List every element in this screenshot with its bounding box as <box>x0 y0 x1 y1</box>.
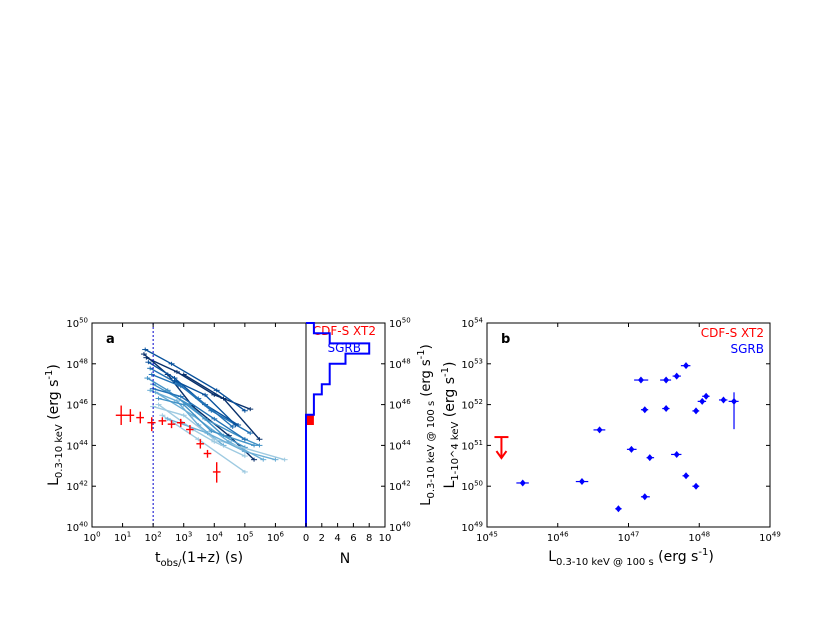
hist-y-tick-label: 1040 <box>389 521 411 535</box>
cdfs-upper-limit-arrow <box>495 450 508 460</box>
hist-x-tick-label: 10 <box>379 533 392 544</box>
panel-a-label: a <box>106 332 115 347</box>
x-tick-label: 1048 <box>688 531 710 545</box>
hist-y-tick-label: 1048 <box>389 357 411 371</box>
sgrb-point <box>703 392 710 400</box>
y-tick-label: 1044 <box>66 439 88 453</box>
y-tick-label: 1052 <box>461 398 483 412</box>
sgrb-point <box>683 362 690 370</box>
sgrb-point <box>683 472 690 480</box>
y-tick-label: 1040 <box>66 521 88 535</box>
panel-a: 100 101 102 103 104 105 106 1040 1042 1044 1046 104… <box>44 317 376 570</box>
y-tick-label: 1050 <box>461 480 483 494</box>
panel-b-frame <box>486 322 771 528</box>
sgrb-point <box>615 505 622 513</box>
sgrb-point <box>641 493 648 501</box>
panel-b-ylabel: L1-10^4 keV​ (erg s-1​) <box>440 362 461 489</box>
sgrb-point <box>641 406 648 414</box>
sgrb-point <box>663 405 670 413</box>
y-tick-label: 1049 <box>461 521 483 535</box>
panel-b: 1045 1046 1047 1048 1049 1049 1050 1051 1052 1053… <box>440 317 781 569</box>
x-tick-label: 104 <box>206 531 224 545</box>
x-tick-label: 1047 <box>618 531 640 545</box>
panel-b-legend-cdfs: CDF-S XT2 <box>701 326 764 340</box>
y-tick-label: 1046 <box>66 398 88 412</box>
sgrb-point <box>673 372 680 380</box>
sgrb-point <box>731 397 738 405</box>
sgrb-point <box>720 396 727 404</box>
sgrb-lightcurve <box>152 388 246 440</box>
sgrb-lightcurve <box>148 361 239 426</box>
sgrb-lightcurve <box>158 397 255 447</box>
sgrb-lightcurve <box>151 373 234 428</box>
hist-x-tick-label: 0 <box>303 533 309 544</box>
x-tick-label: 1045 <box>476 531 498 545</box>
sgrb-point <box>699 397 706 405</box>
histogram-ylabel: L0.3-10 keV @ 100 s​ (erg s-1​) <box>416 344 437 505</box>
sgrb-lightcurve <box>149 367 251 434</box>
x-tick-label: 105 <box>236 531 253 545</box>
hist-y-tick-label: 1044 <box>389 439 411 453</box>
hist-x-tick-label: 2 <box>319 533 325 544</box>
hist-y-tick-label: 1046 <box>389 398 411 412</box>
sgrb-point <box>519 479 526 487</box>
y-tick-label: 1051 <box>461 439 483 453</box>
cdfs-histogram-bar <box>306 414 314 425</box>
sgrb-lightcurve <box>152 405 285 461</box>
hist-x-tick-label: 4 <box>334 533 340 544</box>
panel-a-axes: 100 101 102 103 104 105 106 1040 1042 1044 1046 104… <box>66 317 284 545</box>
histogram-xlabel: N <box>340 551 350 567</box>
x-tick-label: 101 <box>114 531 131 545</box>
sgrb-histogram <box>305 322 371 527</box>
hist-y-tick-label: 1042 <box>389 480 411 494</box>
panel-b-xlabel: L0.3-10 keV @ 100 s​ (erg s-1​) <box>548 547 714 568</box>
hist-x-tick-label: 6 <box>350 533 356 544</box>
sgrb-point <box>663 376 670 384</box>
sgrb-point <box>637 376 644 384</box>
sgrb-point <box>673 450 680 458</box>
panel-a-legend-sgrb: SGRB <box>328 341 362 355</box>
x-tick-label: 1049 <box>759 531 781 545</box>
x-tick-label: 100 <box>83 531 100 545</box>
x-tick-label: 102 <box>145 531 162 545</box>
panel-b-label: b <box>501 332 510 347</box>
y-tick-label: 1042 <box>66 480 88 494</box>
sgrb-lightcurve <box>155 391 264 461</box>
sgrb-point <box>693 482 700 490</box>
panel-a-xlabel: tobs/​(1+z) (s) <box>155 550 243 569</box>
sgrb-point <box>596 426 603 434</box>
panel-a-plot-area <box>115 323 288 527</box>
sgrb-point <box>578 478 585 486</box>
sgrb-lightcurve <box>158 404 246 457</box>
sgrb-point <box>646 454 653 462</box>
sgrb-point <box>628 445 635 453</box>
x-tick-label: 1046 <box>547 531 569 545</box>
sgrb-lightcurve <box>167 418 276 461</box>
panel-b-legend-sgrb: SGRB <box>731 342 765 356</box>
y-tick-label: 1054 <box>461 317 483 331</box>
sgrb-lightcurve <box>144 348 246 412</box>
y-tick-label: 1050 <box>66 317 88 331</box>
sgrb-point <box>693 407 700 415</box>
y-tick-label: 1053 <box>461 357 483 371</box>
panel-b-plot-area: 1045 1046 1047 1048 1049 1049 1050 1051 1052 1053… <box>461 317 780 545</box>
x-tick-label: 103 <box>175 531 192 545</box>
panel-a-ylabel: L0.3-10 keV​ (erg s-1​) <box>44 364 65 486</box>
hist-y-tick-label: 1050 <box>389 317 411 331</box>
hist-x-tick-label: 8 <box>366 533 372 544</box>
y-tick-label: 1048 <box>66 357 88 371</box>
x-tick-label: 106 <box>267 531 285 545</box>
panel-a-legend-cdfs: CDF-S XT2 <box>313 324 376 338</box>
